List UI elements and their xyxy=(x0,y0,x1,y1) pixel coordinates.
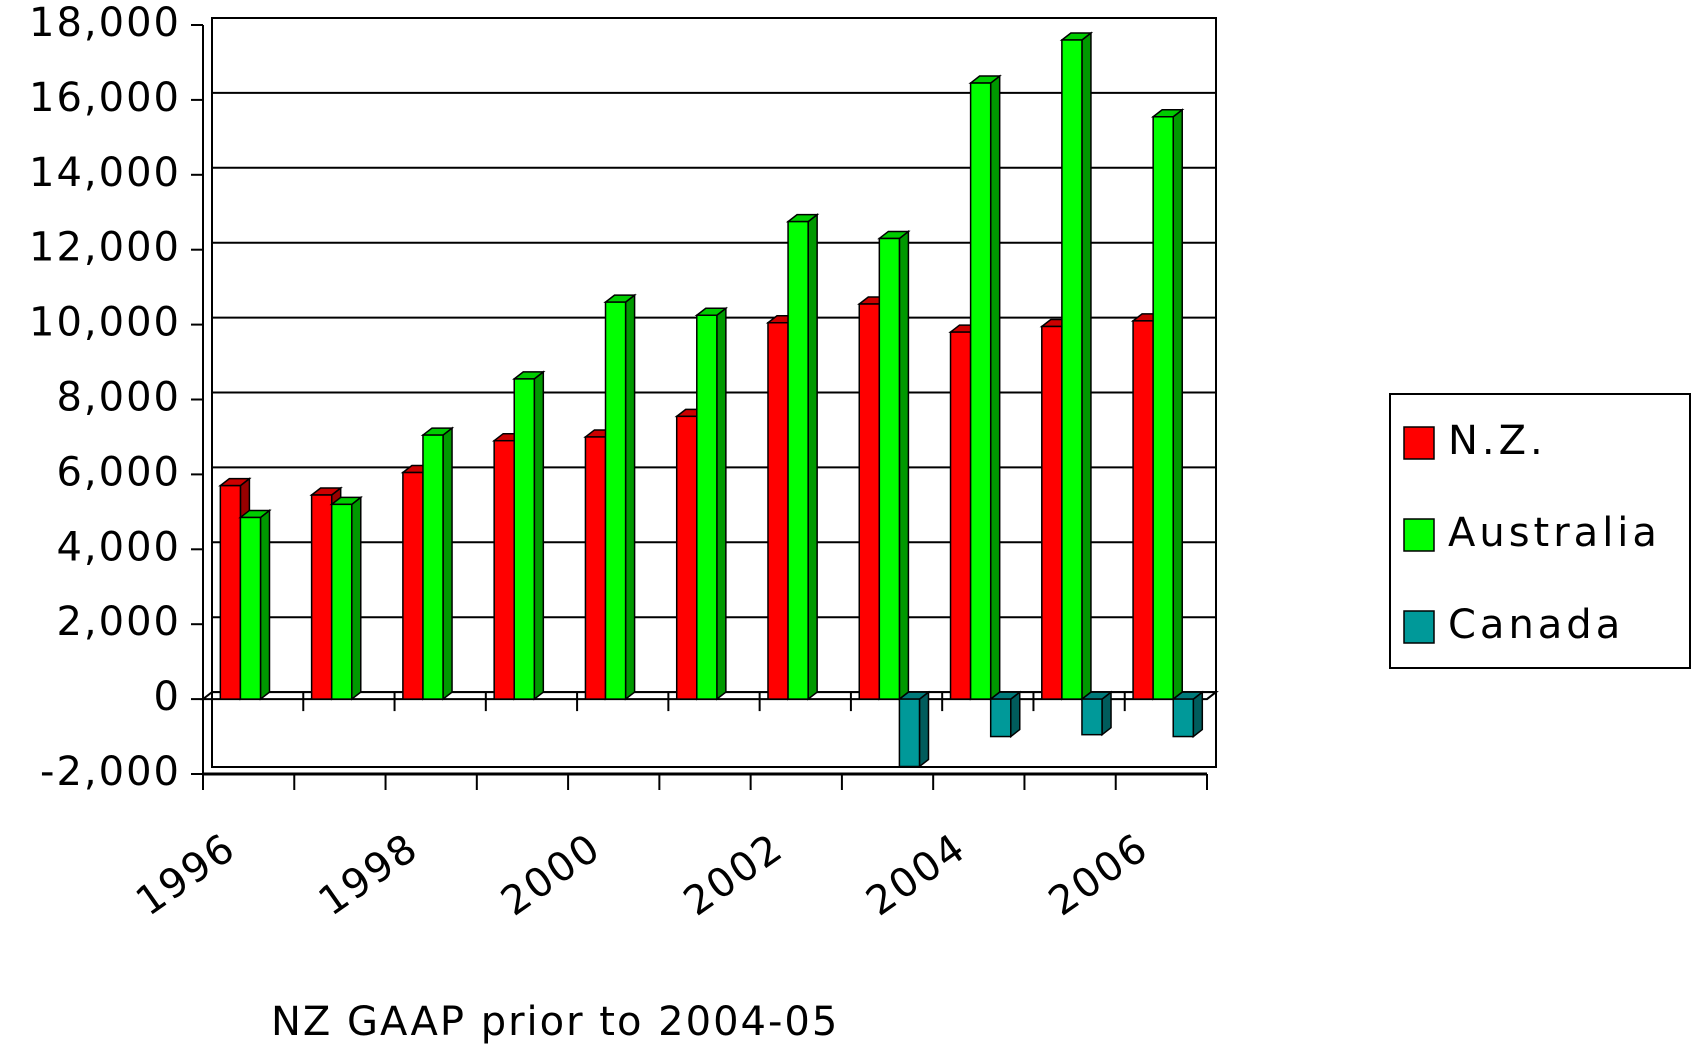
bar-side xyxy=(259,508,271,701)
bar-front xyxy=(858,303,881,700)
bar-front xyxy=(1152,116,1174,700)
bar-front xyxy=(239,516,262,700)
bar-front xyxy=(1041,325,1063,700)
bar-side xyxy=(716,306,727,701)
bar xyxy=(694,306,729,701)
y-tick-label: 12,000 xyxy=(29,225,181,271)
bar xyxy=(1171,690,1205,739)
bar xyxy=(897,690,931,769)
bar-side xyxy=(533,370,545,701)
bar-front xyxy=(1081,698,1103,736)
y-tick-label: 0 xyxy=(154,674,181,720)
y-tick-label: 6,000 xyxy=(56,449,181,495)
bar-front xyxy=(696,314,718,700)
legend-swatch xyxy=(1403,518,1435,552)
bar xyxy=(988,690,1022,739)
bar-front xyxy=(513,378,536,700)
bar-front xyxy=(330,503,353,700)
legend-swatch xyxy=(1403,426,1435,460)
bar-side xyxy=(807,213,818,701)
bar xyxy=(785,213,820,701)
bar-front xyxy=(767,321,789,700)
y-tick-label: 16,000 xyxy=(29,75,181,121)
bar-front xyxy=(1061,39,1083,700)
bar xyxy=(329,495,363,701)
bar-front xyxy=(787,220,809,700)
bar-side xyxy=(1081,31,1092,701)
bar-front xyxy=(402,471,424,700)
bar xyxy=(238,508,272,701)
x-tick-label: 2006 xyxy=(1041,825,1157,926)
bar-front xyxy=(1132,320,1154,700)
bar xyxy=(968,74,1002,701)
x-tick-label: 2000 xyxy=(493,825,609,926)
bar-side xyxy=(989,74,1001,701)
y-tick-label: 4,000 xyxy=(56,524,181,570)
bar-front xyxy=(878,237,901,700)
bar-front xyxy=(898,698,921,768)
bar-side xyxy=(918,690,930,769)
legend-box xyxy=(1389,393,1691,669)
bar-front xyxy=(1172,698,1195,738)
bar xyxy=(603,293,637,701)
y-tick-label: 18,000 xyxy=(29,0,181,46)
bar-front xyxy=(584,436,607,700)
x-tick-label: 2004 xyxy=(858,825,974,926)
bar xyxy=(1079,690,1114,737)
bar xyxy=(1059,31,1094,701)
legend-swatch xyxy=(1403,610,1435,644)
bar-front xyxy=(675,415,698,700)
bar-front xyxy=(604,301,627,700)
y-tick-label: 8,000 xyxy=(56,375,181,421)
legend-label: N.Z. xyxy=(1448,418,1547,464)
y-tick-label: 2,000 xyxy=(56,599,181,645)
legend-label: Australia xyxy=(1448,510,1661,556)
y-tick-label: 10,000 xyxy=(29,300,181,346)
bar-front xyxy=(949,331,972,700)
bar-side xyxy=(351,495,362,701)
bar-front xyxy=(310,494,333,700)
bar xyxy=(512,370,546,701)
bar-front xyxy=(422,434,444,700)
y-tick-label: -2,000 xyxy=(40,749,181,795)
bar xyxy=(420,426,455,701)
x-tick-label: 1996 xyxy=(128,825,244,926)
bar-side xyxy=(898,229,910,701)
annotation: NZ GAAP prior to 2004-05 xyxy=(271,999,839,1045)
bar-front xyxy=(493,439,515,700)
bar-side xyxy=(624,293,636,701)
bar-front xyxy=(989,698,1012,738)
bar-side xyxy=(442,426,453,701)
bar-front xyxy=(219,484,242,700)
bar-front xyxy=(969,82,992,700)
bar xyxy=(877,229,911,701)
bar xyxy=(1150,108,1185,701)
bar-side xyxy=(1172,108,1183,701)
y-tick-label: 14,000 xyxy=(29,150,181,196)
x-tick-label: 1998 xyxy=(311,825,427,926)
legend-label: Canada xyxy=(1448,602,1624,648)
x-tick-label: 2002 xyxy=(676,825,792,926)
